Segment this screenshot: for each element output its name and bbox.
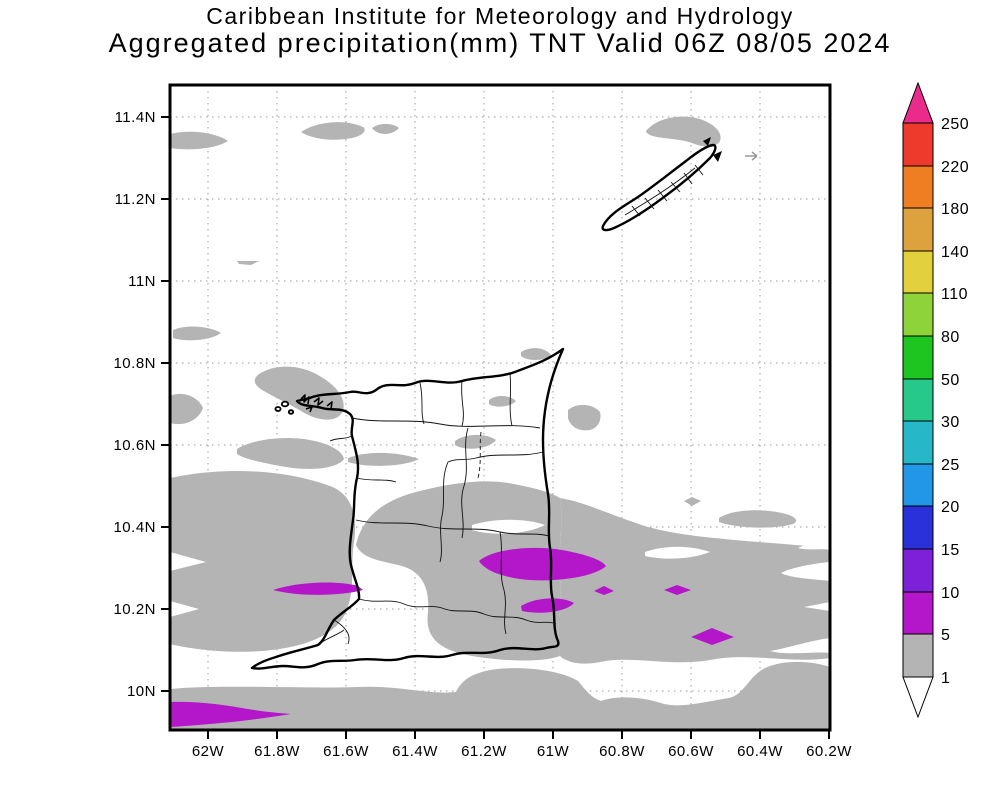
lat-label: 10.8N	[113, 355, 156, 372]
tobago-parish-boundaries	[624, 164, 704, 217]
precip-region-5-10mm	[170, 547, 734, 727]
lon-label: 61.6W	[323, 743, 369, 760]
colorbar-segment	[902, 122, 934, 167]
lon-label: 60.2W	[806, 743, 852, 760]
island-tobago	[601, 137, 758, 232]
wind-arrow-mark	[745, 151, 758, 161]
figure-title-variable: Aggregated precipitation(mm) TNT Valid 0…	[109, 28, 892, 58]
colorbar: 250 220 180 140 110 80 50 30 25 20 15 10…	[902, 81, 969, 719]
lat-label: 10.2N	[113, 601, 156, 618]
cbar-label: 220	[941, 159, 969, 176]
lon-label: 61W	[537, 743, 570, 760]
colorbar-segment	[902, 207, 934, 252]
colorbar-segment	[902, 378, 934, 422]
lon-label: 62W	[192, 743, 225, 760]
colorbar-segment	[902, 463, 934, 507]
cbar-label: 5	[941, 627, 950, 644]
longitude-ticks	[207, 730, 830, 739]
lat-label: 10.4N	[113, 519, 156, 536]
cbar-label: 20	[941, 499, 960, 516]
little-tobago-islet	[713, 151, 722, 162]
lat-label: 11N	[128, 273, 156, 290]
colorbar-segment	[902, 633, 934, 678]
bocas-islands	[274, 400, 295, 415]
colorbar-segment	[902, 548, 934, 593]
lon-label: 61.4W	[392, 743, 438, 760]
latitude-axis-labels: 11.4N 11.2N 11N 10.8N 10.6N 10.4N 10.2N …	[113, 109, 156, 700]
colorbar-segment	[902, 591, 934, 635]
cbar-label: 180	[941, 201, 969, 218]
cbar-label: 250	[941, 116, 969, 133]
cbar-label: 50	[941, 372, 960, 389]
figure-title-institute: Caribbean Institute for Meteorology and …	[206, 3, 793, 29]
lon-label: 60.8W	[599, 743, 645, 760]
colorbar-segment	[902, 420, 934, 465]
lat-label: 11.2N	[115, 191, 156, 208]
latitude-ticks	[161, 116, 170, 692]
cbar-label: 15	[941, 542, 960, 559]
lon-label: 61.2W	[461, 743, 507, 760]
islet-marker	[703, 137, 711, 146]
colorbar-segment	[902, 250, 934, 294]
lat-label: 10.6N	[113, 437, 156, 454]
colorbar-segment	[902, 165, 934, 209]
longitude-axis-labels: 62W 61.8W 61.6W 61.4W 61.2W 61W 60.8W 60…	[192, 743, 852, 760]
colorbar-segment	[902, 335, 934, 380]
colorbar-below-min-arrow	[902, 676, 934, 719]
colorbar-segment	[902, 505, 934, 550]
lon-label: 60.6W	[668, 743, 714, 760]
trinidad-admin-boundaries	[317, 373, 557, 646]
lat-label: 10N	[127, 683, 156, 700]
plot-border	[168, 83, 832, 732]
lon-label: 60.4W	[737, 743, 783, 760]
colorbar-tick-labels: 250 220 180 140 110 80 50 30 25 20 15 10…	[941, 116, 969, 687]
colorbar-above-max-arrow	[902, 81, 934, 124]
cbar-label: 80	[941, 329, 960, 346]
cbar-label: 140	[941, 244, 969, 261]
cbar-label: 25	[941, 457, 960, 474]
cbar-label: 1	[941, 670, 950, 687]
colorbar-segment	[902, 292, 934, 337]
cbar-label: 30	[941, 414, 960, 431]
cbar-label: 10	[941, 585, 960, 602]
port-of-spain-map-clutter	[300, 394, 333, 413]
cbar-label: 110	[941, 286, 968, 303]
lon-label: 61.8W	[254, 743, 300, 760]
island-trinidad	[250, 347, 565, 670]
lat-label: 11.4N	[115, 109, 156, 126]
